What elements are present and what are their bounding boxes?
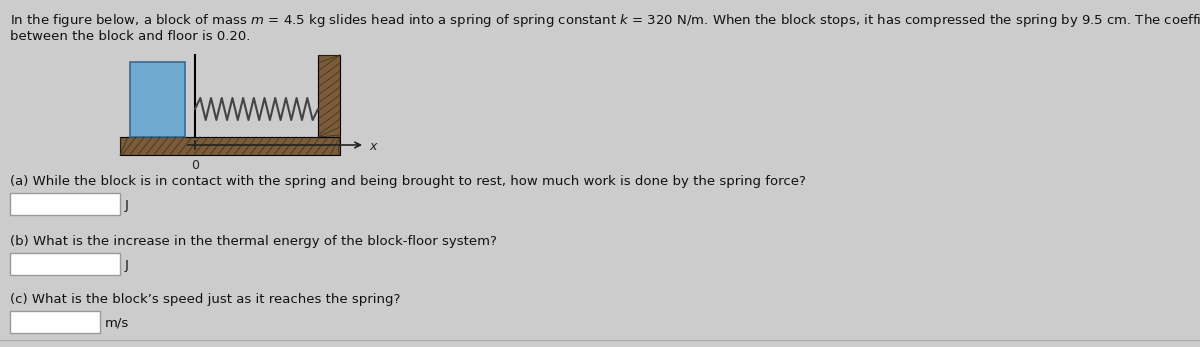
Text: (a) While the block is in contact with the spring and being brought to rest, how: (a) While the block is in contact with t…	[10, 175, 806, 188]
FancyBboxPatch shape	[10, 193, 120, 215]
FancyBboxPatch shape	[10, 253, 120, 275]
Bar	[120, 137, 340, 155]
Bar	[318, 55, 340, 137]
Text: In the figure below, a block of mass $m$ = 4.5 kg slides head into a spring of s: In the figure below, a block of mass $m$…	[10, 12, 1200, 29]
Text: J: J	[125, 259, 128, 271]
FancyBboxPatch shape	[10, 311, 100, 333]
Text: x: x	[370, 139, 377, 152]
Text: (b) What is the increase in the thermal energy of the block-floor system?: (b) What is the increase in the thermal …	[10, 235, 497, 248]
Text: J: J	[125, 198, 128, 212]
Text: (c) What is the block’s speed just as it reaches the spring?: (c) What is the block’s speed just as it…	[10, 293, 401, 306]
Text: m/s: m/s	[106, 316, 130, 330]
Text: 0: 0	[191, 159, 199, 172]
Text: between the block and floor is 0.20.: between the block and floor is 0.20.	[10, 30, 251, 43]
Bar	[130, 62, 185, 137]
